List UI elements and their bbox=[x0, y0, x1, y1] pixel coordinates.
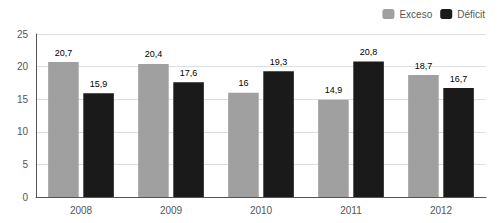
svg-text:20: 20 bbox=[17, 61, 29, 72]
svg-text:19,3: 19,3 bbox=[270, 57, 288, 67]
svg-text:20,7: 20,7 bbox=[55, 48, 73, 58]
svg-text:15,9: 15,9 bbox=[90, 79, 108, 89]
svg-text:2011: 2011 bbox=[340, 205, 362, 216]
svg-text:0: 0 bbox=[22, 192, 28, 203]
svg-text:16: 16 bbox=[238, 78, 248, 88]
svg-text:20,4: 20,4 bbox=[145, 49, 163, 59]
svg-text:15: 15 bbox=[17, 94, 29, 105]
svg-text:14,9: 14,9 bbox=[325, 85, 343, 95]
svg-text:Exceso: Exceso bbox=[399, 9, 432, 20]
svg-text:25: 25 bbox=[17, 29, 29, 40]
svg-text:2012: 2012 bbox=[430, 205, 453, 216]
svg-text:2009: 2009 bbox=[160, 205, 183, 216]
svg-text:5: 5 bbox=[22, 159, 28, 170]
svg-text:2010: 2010 bbox=[250, 205, 273, 216]
svg-text:20,8: 20,8 bbox=[360, 47, 378, 57]
svg-text:2008: 2008 bbox=[70, 205, 93, 216]
svg-text:18,7: 18,7 bbox=[415, 61, 433, 71]
svg-text:16,7: 16,7 bbox=[450, 74, 468, 84]
svg-text:Déficit: Déficit bbox=[457, 9, 485, 20]
svg-text:10: 10 bbox=[17, 126, 29, 137]
svg-text:17,6: 17,6 bbox=[180, 68, 198, 78]
